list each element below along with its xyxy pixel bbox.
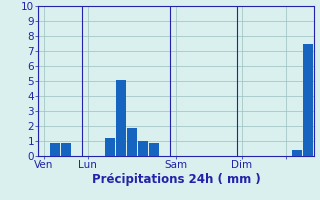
Bar xyxy=(116,79,126,156)
Bar xyxy=(138,141,148,156)
Bar xyxy=(292,150,302,156)
X-axis label: Précipitations 24h ( mm ): Précipitations 24h ( mm ) xyxy=(92,173,260,186)
Bar xyxy=(105,138,115,156)
Bar xyxy=(303,44,313,156)
Bar xyxy=(50,142,60,156)
Bar xyxy=(149,142,159,156)
Bar xyxy=(61,142,71,156)
Bar xyxy=(127,128,137,156)
